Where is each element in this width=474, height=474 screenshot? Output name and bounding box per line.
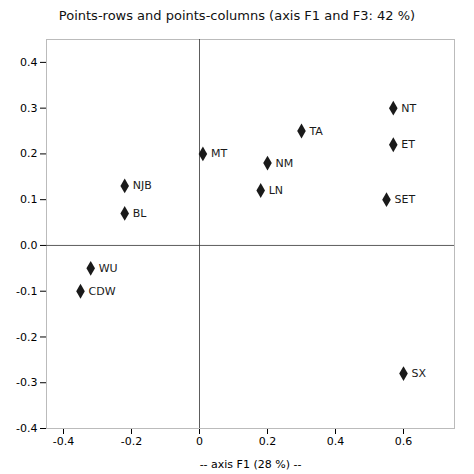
- svg-text:SX: SX: [412, 367, 427, 380]
- html-text:Points-rows and points-columns: Points-rows and points-columns (axis F1 …: [58, 8, 416, 23]
- svg-text:0.4: 0.4: [327, 435, 345, 448]
- svg-text:0.4: 0.4: [20, 56, 38, 69]
- svg-text:-0.3: -0.3: [16, 376, 37, 389]
- svg-text:0.3: 0.3: [20, 102, 38, 115]
- svg-text:TA: TA: [309, 125, 324, 138]
- svg-text:-0.1: -0.1: [16, 285, 37, 298]
- svg-text:-0.4: -0.4: [53, 435, 74, 448]
- svg-text:0.2: 0.2: [259, 435, 277, 448]
- svg-text:-0.2: -0.2: [16, 330, 37, 343]
- svg-text:-- axis F1 (28 %) --: -- axis F1 (28 %) --: [200, 458, 302, 471]
- svg-text:NM: NM: [276, 157, 294, 170]
- svg-text:NJB: NJB: [133, 179, 152, 192]
- svg-text:0.6: 0.6: [395, 435, 413, 448]
- svg-text:LN: LN: [269, 184, 283, 197]
- svg-text:-0.4: -0.4: [16, 422, 37, 435]
- svg-text:WU: WU: [99, 262, 118, 275]
- svg-text:0: 0: [196, 435, 203, 448]
- svg-text:NT: NT: [401, 102, 416, 115]
- svg-text:CDW: CDW: [89, 285, 116, 298]
- svg-text:0.0: 0.0: [20, 239, 38, 252]
- svg-text:ET: ET: [401, 138, 415, 151]
- svg-text:0.1: 0.1: [20, 193, 38, 206]
- svg-text:SET: SET: [395, 193, 416, 206]
- svg-text:MT: MT: [211, 147, 227, 160]
- svg-text:0.2: 0.2: [20, 147, 38, 160]
- svg-text:BL: BL: [133, 207, 148, 220]
- svg-text:-0.2: -0.2: [121, 435, 142, 448]
